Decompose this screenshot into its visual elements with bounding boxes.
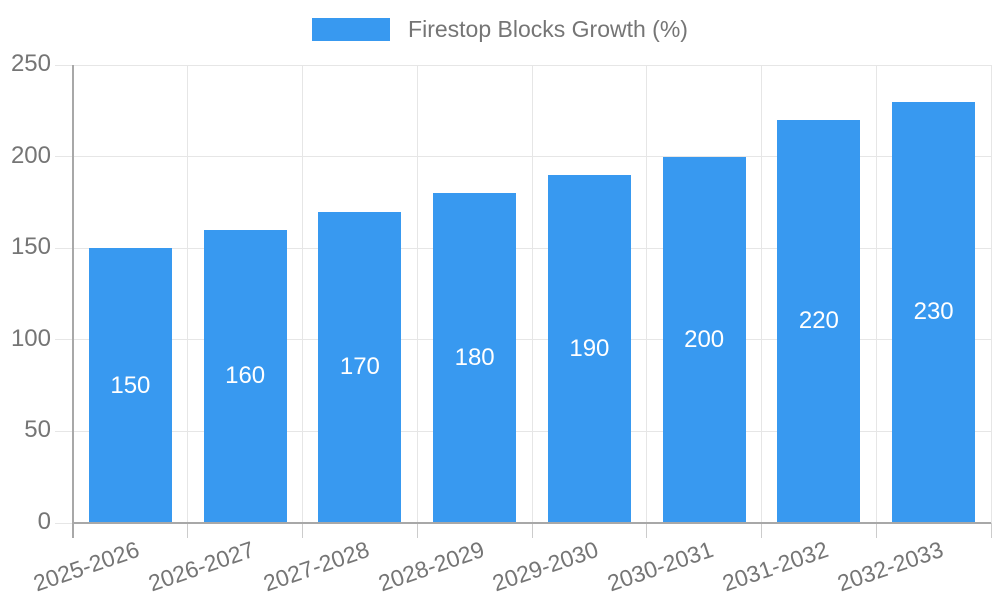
x-category-label: 2031-2032 [718,536,832,597]
y-tick-label: 150 [10,233,51,261]
bar-value-label: 160 [225,362,266,390]
x-category-label: 2027-2028 [259,536,373,597]
x-gridline [875,65,877,523]
bar[interactable]: 160 [203,229,287,523]
y-tick-label: 50 [24,416,51,444]
y-gridline [55,430,991,432]
y-gridline [55,156,991,158]
bar[interactable]: 200 [662,156,746,523]
y-gridline [55,247,991,249]
bar[interactable]: 190 [547,174,631,523]
x-gridline [531,65,533,523]
x-axis-tick [761,523,762,538]
x-gridline [187,65,189,523]
x-gridline [761,65,762,523]
x-gridline [646,65,648,523]
y-tick-label: 0 [37,507,51,535]
x-gridline [990,65,992,523]
y-tick-label: 200 [10,141,51,169]
bar[interactable]: 180 [433,193,517,523]
x-axis-tick [187,523,189,538]
bar[interactable]: 170 [318,211,402,523]
legend-label: Firestop Blocks Growth (%) [408,16,688,42]
y-tick-label: 100 [10,324,51,352]
bar-value-label: 220 [798,307,839,335]
x-category-label: 2032-2033 [833,536,947,597]
x-axis-tick [646,523,648,538]
x-category-label: 2025-2026 [30,536,143,597]
x-axis-tick [416,523,418,538]
x-category-label: 2028-2029 [374,536,488,597]
x-axis-tick [302,523,303,538]
bar-value-label: 190 [569,334,610,362]
y-axis-line [72,65,74,538]
y-gridline [55,339,991,341]
x-category-label: 2026-2027 [145,536,258,597]
bar[interactable]: 150 [88,248,172,523]
x-gridline [416,65,418,523]
x-category-label: 2029-2030 [489,536,602,597]
bar-value-label: 150 [110,371,151,399]
bar-value-label: 230 [913,298,954,326]
x-axis-tick [875,523,877,538]
legend-swatch [312,18,391,42]
y-tick-label: 250 [10,49,51,77]
x-axis-tick [990,523,992,538]
bar-value-label: 170 [339,353,380,381]
x-axis-tick [531,523,533,538]
chart-legend[interactable]: Firestop Blocks Growth (%) [0,16,1000,44]
y-gridline [55,64,991,66]
bar-value-label: 180 [454,344,495,372]
x-axis-line [73,522,991,524]
bar[interactable]: 220 [777,119,861,523]
bar-value-label: 200 [684,325,725,353]
x-category-label: 2030-2031 [604,536,717,597]
bar[interactable]: 230 [892,101,976,523]
x-gridline [302,65,303,523]
